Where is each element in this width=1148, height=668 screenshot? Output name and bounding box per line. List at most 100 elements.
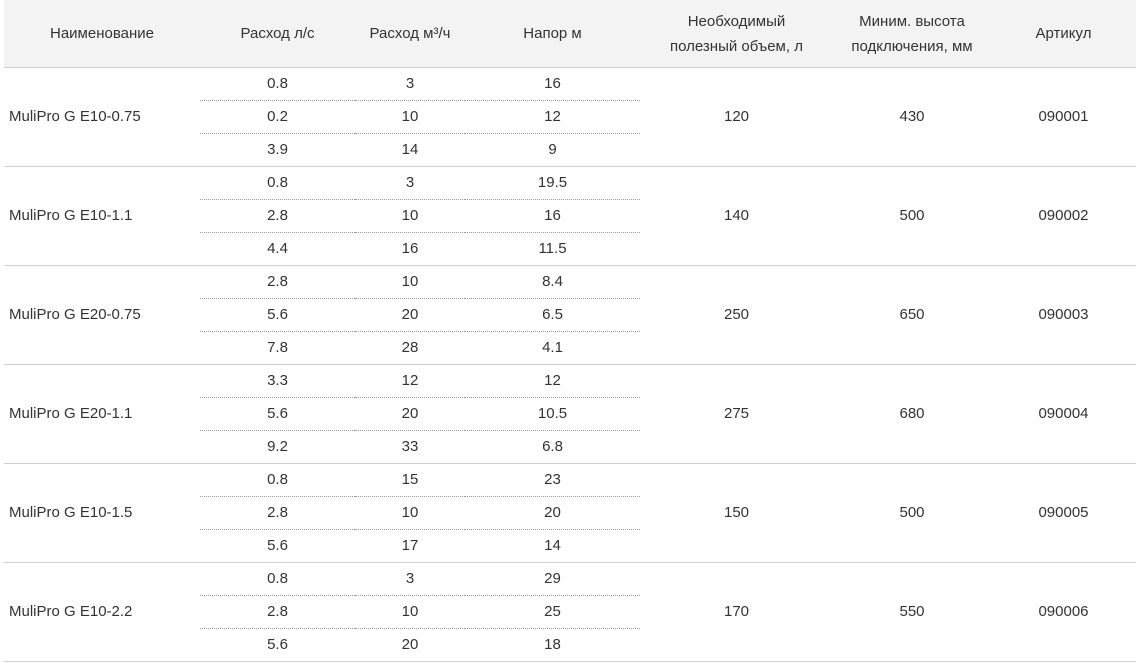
article-value: 090003 xyxy=(991,265,1136,365)
table-row: 3.9 14 9 xyxy=(4,133,1136,167)
volume-value: 250 xyxy=(640,265,833,365)
flow-ls-value: 0.8 xyxy=(200,562,355,596)
head-value: 4.1 xyxy=(465,331,640,365)
flow-m3-value: 14 xyxy=(355,133,465,167)
head-value: 11.5 xyxy=(465,232,640,266)
head-value: 16 xyxy=(465,67,640,101)
volume-value: 140 xyxy=(640,166,833,266)
flow-ls-value: 0.8 xyxy=(200,67,355,101)
table-row: 0.2 10 12 xyxy=(4,100,1136,134)
head-value: 6.8 xyxy=(465,430,640,464)
model-name: MuliPro G E10-2.2 xyxy=(4,562,200,662)
flow-m3-value: 20 xyxy=(355,628,465,662)
head-value: 16 xyxy=(465,199,640,233)
flow-m3-value: 10 xyxy=(355,496,465,530)
table-row: MuliPro G E10-2.2 0.8 3 29 170 550 090006 xyxy=(4,562,1136,662)
height-value: 500 xyxy=(833,463,991,563)
flow-m3-value: 12 xyxy=(355,364,465,398)
flow-ls-value: 0.8 xyxy=(200,463,355,497)
table-row: MuliPro G E10-1.1 0.8 3 19.5 140 500 090002 xyxy=(4,166,1136,266)
height-value: 430 xyxy=(833,67,991,167)
article-value: 090005 xyxy=(991,463,1136,563)
flow-ls-value: 7.8 xyxy=(200,331,355,365)
flow-ls-value: 9.2 xyxy=(200,430,355,464)
flow-ls-value: 2.8 xyxy=(200,595,355,629)
volume-value: 150 xyxy=(640,463,833,563)
model-name: MuliPro G E20-0.75 xyxy=(4,265,200,365)
head-value: 20 xyxy=(465,496,640,530)
flow-m3-value: 3 xyxy=(355,67,465,101)
flow-m3-value: 10 xyxy=(355,595,465,629)
header-height-line2: подключения, мм xyxy=(851,37,973,55)
flow-m3-value: 15 xyxy=(355,463,465,497)
table-row: 9.2 33 6.8 xyxy=(4,430,1136,464)
table-row: 5.6 17 14 xyxy=(4,529,1136,563)
flow-m3-value: 10 xyxy=(355,265,465,299)
flow-m3-value: 20 xyxy=(355,397,465,431)
article-value: 090006 xyxy=(991,562,1136,662)
table-body: MuliPro G E10-0.75 0.8 3 16 120 430 090001 0.2 1… xyxy=(4,67,1136,662)
flow-ls-value: 0.8 xyxy=(200,166,355,200)
flow-m3-value: 20 xyxy=(355,298,465,332)
pump-specs-table: Наименование Расход л/с Расход м³/ч Напо… xyxy=(4,0,1136,662)
flow-ls-value: 3.9 xyxy=(200,133,355,167)
flow-ls-value: 0.2 xyxy=(200,100,355,134)
article-value: 090004 xyxy=(991,364,1136,464)
height-value: 500 xyxy=(833,166,991,266)
flow-m3-value: 16 xyxy=(355,232,465,266)
table-row: 2.8 10 25 xyxy=(4,595,1136,629)
head-value: 12 xyxy=(465,100,640,134)
table-row: 5.6 20 6.5 xyxy=(4,298,1136,332)
model-name: MuliPro G E20-1.1 xyxy=(4,364,200,464)
flow-m3-value: 28 xyxy=(355,331,465,365)
flow-ls-value: 3.3 xyxy=(200,364,355,398)
model-name: MuliPro G E10-1.1 xyxy=(4,166,200,266)
flow-ls-value: 2.8 xyxy=(200,265,355,299)
article-value: 090002 xyxy=(991,166,1136,266)
head-value: 23 xyxy=(465,463,640,497)
table-row: 7.8 28 4.1 xyxy=(4,331,1136,365)
head-value: 19.5 xyxy=(465,166,640,200)
flow-ls-value: 5.6 xyxy=(200,298,355,332)
table-row: 2.8 10 16 xyxy=(4,199,1136,233)
article-value: 090001 xyxy=(991,67,1136,167)
header-volume: Необходимый полезный объем, л xyxy=(640,0,833,68)
flow-m3-value: 3 xyxy=(355,562,465,596)
head-value: 18 xyxy=(465,628,640,662)
model-name: MuliPro G E10-0.75 xyxy=(4,67,200,167)
flow-m3-value: 10 xyxy=(355,199,465,233)
head-value: 8.4 xyxy=(465,265,640,299)
head-value: 10.5 xyxy=(465,397,640,431)
header-volume-line2: полезный объем, л xyxy=(670,37,803,55)
flow-m3-value: 17 xyxy=(355,529,465,563)
header-flow-ls: Расход л/с xyxy=(200,0,355,68)
flow-ls-value: 2.8 xyxy=(200,199,355,233)
header-name: Наименование xyxy=(4,0,200,68)
table-header: Наименование Расход л/с Расход м³/ч Напо… xyxy=(4,0,1136,68)
head-value: 25 xyxy=(465,595,640,629)
model-name: MuliPro G E10-1.5 xyxy=(4,463,200,563)
header-row: Наименование Расход л/с Расход м³/ч Напо… xyxy=(4,0,1136,68)
table-row: 4.4 16 11.5 xyxy=(4,232,1136,266)
height-value: 650 xyxy=(833,265,991,365)
flow-ls-value: 5.6 xyxy=(200,529,355,563)
head-value: 6.5 xyxy=(465,298,640,332)
head-value: 29 xyxy=(465,562,640,596)
head-value: 12 xyxy=(465,364,640,398)
table-row: MuliPro G E20-0.75 2.8 10 8.4 250 650 090003 xyxy=(4,265,1136,365)
volume-value: 275 xyxy=(640,364,833,464)
header-article: Артикул xyxy=(991,0,1136,68)
table-row: 5.6 20 18 xyxy=(4,628,1136,662)
height-value: 680 xyxy=(833,364,991,464)
table-row: MuliPro G E20-1.1 3.3 12 12 275 680 090004 xyxy=(4,364,1136,464)
table-row: 5.6 20 10.5 xyxy=(4,397,1136,431)
header-head: Напор м xyxy=(465,0,640,68)
header-height: Миним. высота подключения, мм xyxy=(833,0,991,68)
flow-ls-value: 2.8 xyxy=(200,496,355,530)
volume-value: 170 xyxy=(640,562,833,662)
header-volume-line1: Необходимый xyxy=(687,12,786,30)
flow-m3-value: 3 xyxy=(355,166,465,200)
volume-value: 120 xyxy=(640,67,833,167)
table-row: MuliPro G E10-1.5 0.8 15 23 150 500 090005 xyxy=(4,463,1136,563)
